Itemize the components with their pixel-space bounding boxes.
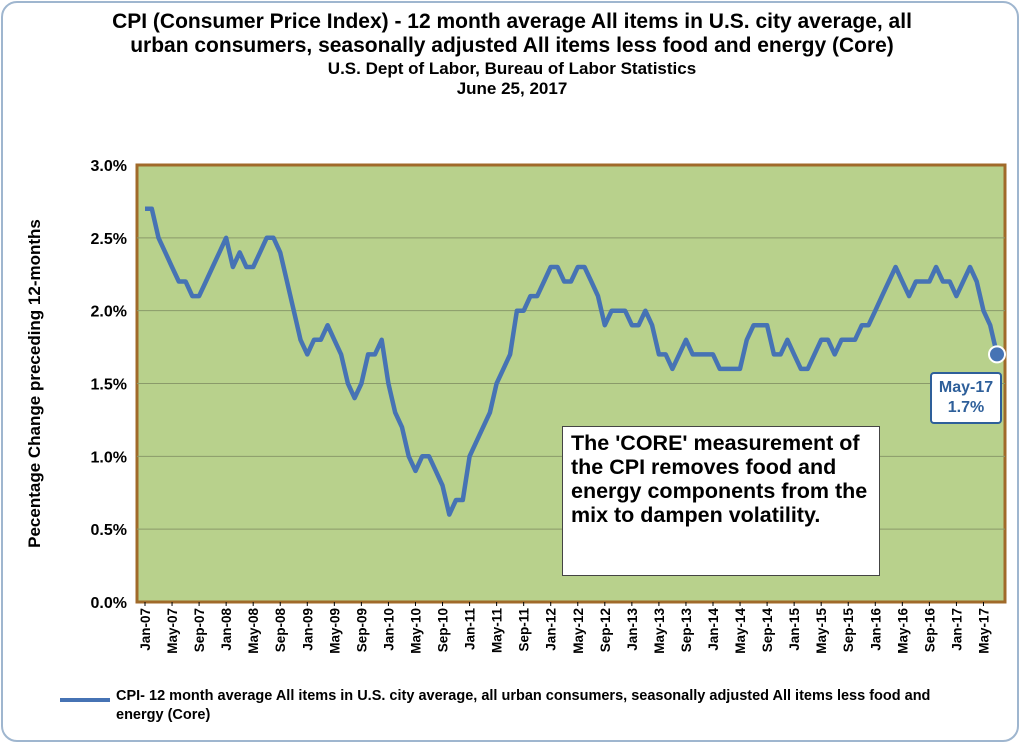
x-tick-label: May-17	[976, 608, 991, 654]
y-tick-label: 2.0%	[91, 304, 127, 321]
x-tick-label: May-10	[408, 608, 423, 654]
series-line	[145, 206, 1000, 517]
x-tick-label: Sep-13	[679, 608, 694, 653]
chart-titles: CPI (Consumer Price Index) - 12 month av…	[0, 10, 1024, 99]
y-tick-label: 1.0%	[91, 449, 127, 466]
x-tick-label: May-08	[246, 608, 261, 654]
x-tick-label: May-11	[490, 608, 505, 654]
x-tick-label: Jan-16	[868, 608, 883, 651]
x-tick-label: Jan-10	[381, 608, 396, 651]
x-tick-label: Jan-17	[949, 608, 964, 651]
x-tick-label: Jan-13	[625, 608, 640, 651]
callout-value: 1.7%	[947, 399, 985, 416]
legend-swatch	[60, 698, 110, 702]
y-tick-label: 1.5%	[91, 377, 127, 394]
y-tick-label: 0.0%	[91, 595, 127, 612]
x-tick-label: Sep-12	[598, 608, 613, 652]
x-tick-label: Jan-11	[463, 608, 478, 651]
annotation-box: The 'CORE' measurement of the CPI remove…	[562, 426, 880, 576]
x-tick-label: May-12	[571, 608, 586, 654]
x-tick-label: Sep-10	[436, 608, 451, 652]
x-tick-label: May-16	[895, 608, 910, 654]
x-tick-label: Jan-12	[544, 608, 559, 651]
x-tick-label: May-15	[814, 608, 829, 654]
y-tick-label: 2.5%	[91, 231, 127, 248]
x-tick-label: May-09	[327, 608, 342, 654]
last-point-marker	[988, 345, 1006, 364]
x-tick-label: Sep-08	[273, 608, 288, 653]
x-tick-label: Jan-08	[219, 608, 234, 651]
y-tick-label: 3.0%	[91, 158, 127, 175]
x-tick-label: Sep-09	[354, 608, 369, 652]
y-axis-label: Pecentage Change preceding 12-months	[25, 219, 44, 548]
x-tick-label: Jan-14	[706, 608, 721, 651]
x-tick-label: Jan-09	[300, 608, 315, 651]
x-tick-label: May-13	[652, 608, 667, 654]
chart-date: June 25, 2017	[456, 79, 568, 98]
x-tick-label: May-14	[733, 608, 748, 654]
x-tick-label: Jan-15	[787, 608, 802, 651]
callout-label: May-17	[938, 379, 994, 396]
last-value-callout: May-17 1.7%	[930, 372, 1002, 424]
legend-label: CPI- 12 month average All items in U.S. …	[116, 688, 931, 723]
x-tick-label: May-07	[165, 608, 180, 654]
chart-title: CPI (Consumer Price Index) - 12 month av…	[112, 10, 912, 57]
x-tick-label: Sep-14	[760, 608, 775, 653]
x-tick-label: Sep-11	[517, 608, 532, 652]
x-tick-label: Sep-16	[922, 608, 937, 653]
x-tick-label: Sep-07	[192, 608, 207, 652]
x-tick-label: Sep-15	[841, 608, 856, 653]
chart-subtitle: U.S. Dept of Labor, Bureau of Labor Stat…	[327, 59, 697, 78]
y-tick-label: 0.5%	[91, 522, 127, 539]
x-tick-label: Jan-07	[138, 608, 153, 651]
